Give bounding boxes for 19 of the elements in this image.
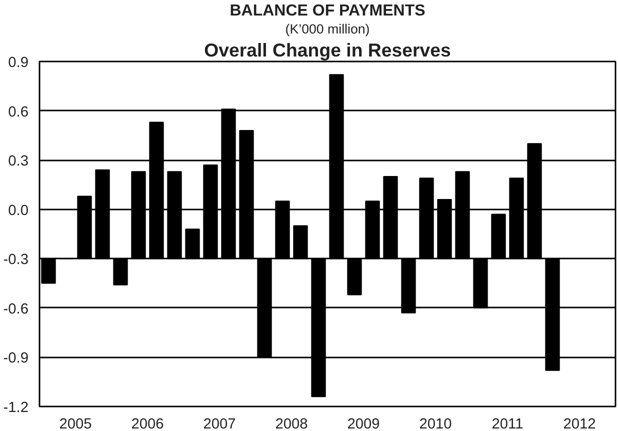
y-tick-label: -0.9 (3, 350, 29, 367)
y-tick-label: 0.6 (8, 104, 28, 120)
y-tick-label: -1.2 (3, 400, 29, 416)
x-tick-label: 2006 (131, 416, 164, 431)
chart-subtitle: (K’000 million) (285, 22, 370, 36)
y-tick-label: -0.6 (3, 301, 29, 318)
y-tick-label: -0.3 (3, 252, 29, 268)
text: Overall Change in Reserves (204, 40, 451, 60)
y-tick-label: 0.0 (8, 202, 28, 219)
x-tick-label: 2012 (563, 416, 596, 431)
x-tick-label: 2005 (59, 416, 92, 431)
chart-title: BALANCE OF PAYMENTS (230, 2, 426, 20)
x-tick-label: 2011 (492, 416, 524, 431)
x-tick-label: 2010 (419, 416, 452, 431)
x-tick-label: 2008 (275, 416, 308, 431)
x-tick-label: 2007 (203, 416, 236, 431)
y-tick-label: 0.3 (8, 154, 28, 170)
x-tick-label: 2009 (347, 416, 380, 431)
y-tick-label: 0.9 (8, 55, 28, 71)
